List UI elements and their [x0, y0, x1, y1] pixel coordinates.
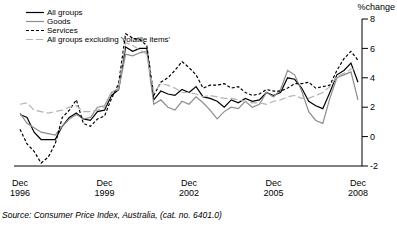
svg-text:0: 0: [370, 132, 375, 142]
svg-text:Dec1996: Dec1996: [10, 178, 30, 198]
svg-text:Dec1999: Dec1999: [94, 178, 114, 198]
svg-text:Dec2002: Dec2002: [179, 178, 199, 198]
svg-text:-2: -2: [370, 161, 378, 171]
html-text:All groups: All groups: [47, 8, 83, 17]
svg-text:Dec2005: Dec2005: [263, 178, 283, 198]
svg-text:8: 8: [370, 14, 375, 24]
html-text:Source: Consumer Price Index,: Source: Consumer Price Index, Australia,…: [2, 210, 222, 220]
html-text:Services: Services: [47, 26, 78, 35]
svg-text:6: 6: [370, 44, 375, 54]
html-text:Goods: Goods: [47, 17, 71, 26]
svg-text:Dec2008: Dec2008: [348, 178, 368, 198]
html-text:%change: %change: [357, 2, 395, 12]
svg-text:2: 2: [370, 102, 375, 112]
svg-text:4: 4: [370, 73, 375, 83]
html-text:All groups excluding 'volatile: All groups excluding 'volatile items': [47, 35, 171, 44]
